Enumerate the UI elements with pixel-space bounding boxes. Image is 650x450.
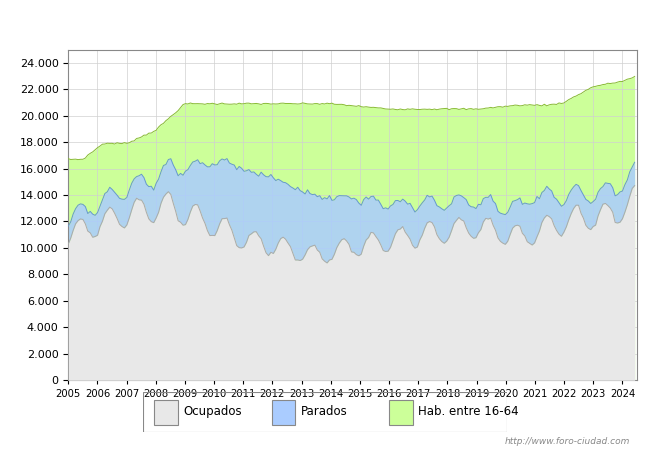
Bar: [272, 400, 295, 425]
Bar: [389, 400, 413, 425]
Bar: [154, 400, 177, 425]
Text: http://www.foro-ciudad.com: http://www.foro-ciudad.com: [505, 436, 630, 446]
Text: Hab. entre 16-64: Hab. entre 16-64: [419, 405, 519, 418]
Text: Parados: Parados: [301, 405, 348, 418]
Text: Ocupados: Ocupados: [183, 405, 242, 418]
Text: San Javier - Evolucion de la poblacion en edad de Trabajar Mayo de 2024: San Javier - Evolucion de la poblacion e…: [96, 13, 554, 26]
